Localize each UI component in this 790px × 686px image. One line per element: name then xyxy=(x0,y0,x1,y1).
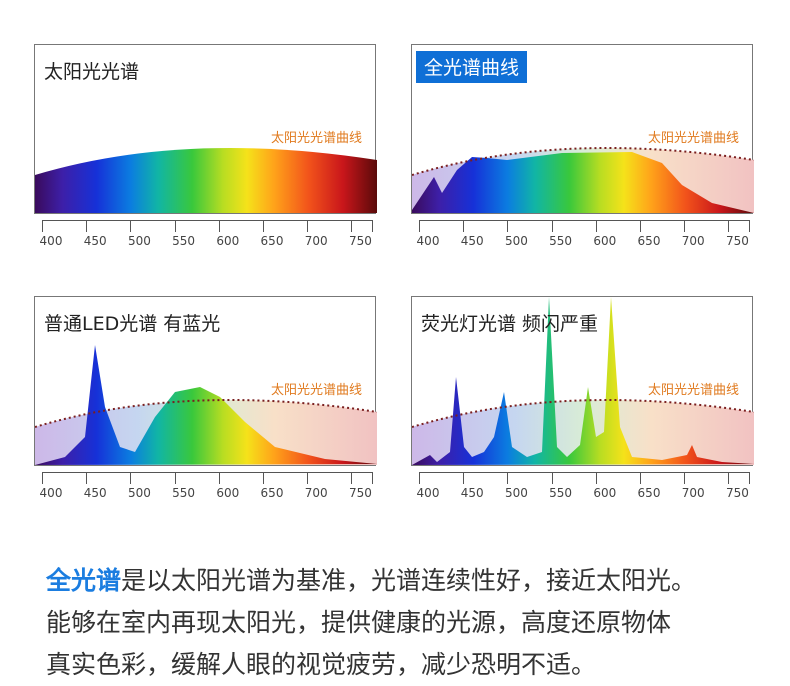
axis-tick xyxy=(86,472,88,484)
axis-tick-label: 700 xyxy=(304,486,328,500)
axis-tick xyxy=(372,472,373,484)
axis-tick-label: 700 xyxy=(681,486,705,500)
full-spectrum-graphic xyxy=(412,147,754,213)
axis-tick xyxy=(130,472,132,484)
axis-tick-label: 500 xyxy=(127,234,151,248)
axis-tick-label: 600 xyxy=(216,486,240,500)
axis-tick xyxy=(419,220,420,232)
axis-tick-label: 750 xyxy=(348,486,372,500)
axis-tick-label: 750 xyxy=(348,234,372,248)
spectrum-panel-full: 全光谱曲线 太阳光光谱曲线 xyxy=(411,44,754,214)
axis-tick-label: 650 xyxy=(260,234,284,248)
sun-curve-label: 太阳光光谱曲线 xyxy=(270,383,362,398)
wavelength-axis: 400 450 500 550 600 650 700 750 xyxy=(411,472,753,508)
wavelength-axis: 400 450 500 550 600 650 700 750 xyxy=(411,220,753,256)
axis-tick xyxy=(684,220,686,232)
spectrum-panel-led: 普通LED光谱 有蓝光 太阳光光谱曲线 xyxy=(34,296,377,466)
axis-tick xyxy=(130,220,132,232)
axis-tick xyxy=(507,472,509,484)
axis-tick xyxy=(749,472,750,484)
axis-tick-label: 750 xyxy=(725,234,749,248)
description-line-2: 能够在室内再现太阳光，提供健康的光源，高度还原物体 xyxy=(46,608,672,637)
axis-tick-label: 400 xyxy=(39,234,63,248)
axis-tick-label: 650 xyxy=(260,486,284,500)
spectrum-panel-fluorescent: 荧光灯光谱 频闪严重 太阳光光谱曲线 xyxy=(411,296,754,466)
description-line-1: 全光谱是以太阳光谱为基准，光谱连续性好，接近太阳光。 xyxy=(46,560,766,602)
axis-tick xyxy=(174,472,176,484)
axis-tick-label: 400 xyxy=(416,486,440,500)
axis-tick xyxy=(372,220,373,232)
axis-tick-label: 700 xyxy=(304,234,328,248)
axis-tick xyxy=(595,220,597,232)
axis-tick-label: 700 xyxy=(681,234,705,248)
axis-tick-label: 750 xyxy=(725,486,749,500)
panel-title: 太阳光光谱 xyxy=(44,61,140,83)
axis-tick-label: 500 xyxy=(504,486,528,500)
axis-tick-label: 450 xyxy=(460,234,484,248)
highlight-full-spectrum: 全光谱 xyxy=(46,566,122,595)
panel-title: 普通LED光谱 有蓝光 xyxy=(44,313,221,335)
axis-tick-label: 550 xyxy=(172,234,196,248)
axis-tick xyxy=(684,472,686,484)
axis-tick xyxy=(640,220,641,232)
axis-line xyxy=(42,472,372,473)
sunlight-spectrum-graphic xyxy=(35,148,377,213)
axis-tick xyxy=(640,472,641,484)
axis-tick-label: 400 xyxy=(39,486,63,500)
axis-tick xyxy=(263,472,264,484)
description-line-3: 真实色彩，缓解人眼的视觉疲劳，减少恐明不适。 xyxy=(46,650,597,679)
axis-tick-label: 600 xyxy=(593,234,617,248)
axis-tick xyxy=(507,220,509,232)
axis-tick xyxy=(351,472,353,484)
axis-tick xyxy=(263,220,264,232)
axis-tick xyxy=(728,220,730,232)
axis-tick-label: 600 xyxy=(216,234,240,248)
axis-line xyxy=(419,472,749,473)
axis-line xyxy=(42,220,372,221)
axis-tick xyxy=(218,472,220,484)
axis-tick-label: 500 xyxy=(127,486,151,500)
axis-tick-label: 550 xyxy=(549,234,573,248)
axis-tick-label: 550 xyxy=(549,486,573,500)
axis-tick xyxy=(218,220,220,232)
wavelength-axis: 400 450 500 550 600 650 700 750 xyxy=(34,220,376,256)
axis-tick xyxy=(728,472,730,484)
axis-tick xyxy=(42,472,43,484)
panel-title: 荧光灯光谱 频闪严重 xyxy=(421,313,599,335)
axis-tick-label: 650 xyxy=(637,234,661,248)
axis-tick-label: 450 xyxy=(83,234,107,248)
axis-tick xyxy=(749,220,750,232)
axis-tick xyxy=(307,472,309,484)
axis-line xyxy=(419,220,749,221)
spectrum-panel-sunlight: 太阳光光谱 太阳光光谱曲线 xyxy=(34,44,377,214)
axis-tick xyxy=(595,472,597,484)
sun-curve-label: 太阳光光谱曲线 xyxy=(270,131,362,146)
axis-tick xyxy=(351,220,353,232)
axis-tick-label: 650 xyxy=(637,486,661,500)
axis-tick xyxy=(419,472,420,484)
axis-tick xyxy=(463,220,465,232)
axis-tick xyxy=(463,472,465,484)
axis-tick-label: 550 xyxy=(172,486,196,500)
axis-tick xyxy=(86,220,88,232)
axis-tick-label: 600 xyxy=(593,486,617,500)
description: 全光谱是以太阳光谱为基准，光谱连续性好，接近太阳光。 能够在室内再现太阳光，提供… xyxy=(46,560,766,686)
sun-curve-label: 太阳光光谱曲线 xyxy=(647,383,739,398)
axis-tick xyxy=(307,220,309,232)
axis-tick-label: 400 xyxy=(416,234,440,248)
led-spectrum-graphic xyxy=(35,345,377,465)
description-line-1-text: 是以太阳光谱为基准，光谱连续性好，接近太阳光。 xyxy=(121,566,697,595)
panel-title: 全光谱曲线 xyxy=(416,51,528,83)
axis-tick xyxy=(42,220,43,232)
axis-tick xyxy=(551,220,553,232)
axis-tick xyxy=(174,220,176,232)
axis-tick xyxy=(551,472,553,484)
sun-curve-label: 太阳光光谱曲线 xyxy=(647,131,739,146)
axis-tick-label: 500 xyxy=(504,234,528,248)
axis-tick-label: 450 xyxy=(83,486,107,500)
wavelength-axis: 400 450 500 550 600 650 700 750 xyxy=(34,472,376,508)
fluorescent-spectrum-graphic xyxy=(412,297,754,465)
axis-tick-label: 450 xyxy=(460,486,484,500)
